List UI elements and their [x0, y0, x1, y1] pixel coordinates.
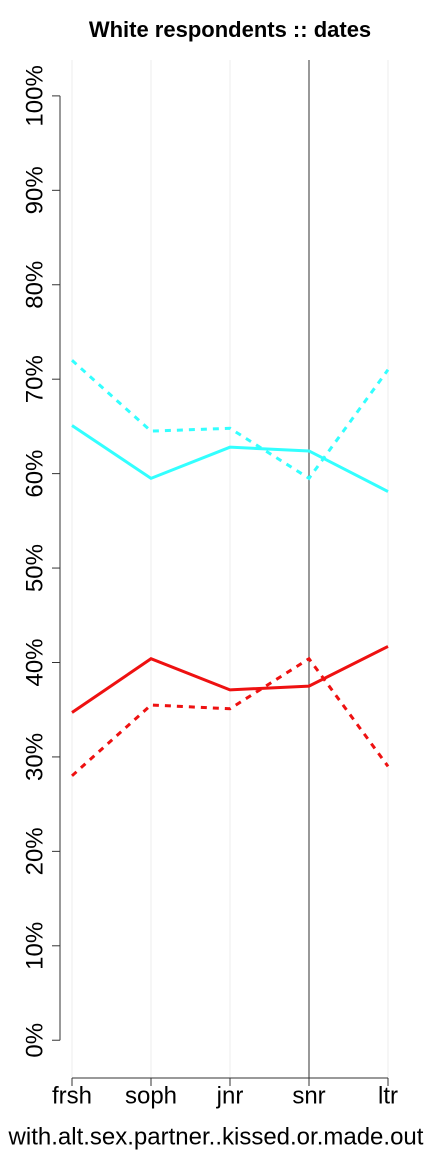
y-tick-label: 60%	[21, 450, 48, 498]
y-tick-label: 0%	[21, 1023, 48, 1058]
x-axis-label: with.alt.sex.partner..kissed.or.made.out	[8, 1123, 424, 1150]
x-tick-label: ltr	[378, 1082, 398, 1109]
x-tick-label: soph	[125, 1082, 177, 1109]
y-tick-label: 50%	[21, 544, 48, 592]
series-line	[71, 645, 389, 714]
x-tick-label: frsh	[52, 1082, 92, 1109]
x-tick-label: snr	[292, 1082, 325, 1109]
series-line	[71, 424, 389, 493]
x-tick-label: jnr	[216, 1082, 244, 1109]
series-line	[70, 359, 390, 481]
y-tick-label: 20%	[21, 827, 48, 875]
y-tick-label: 90%	[21, 166, 48, 214]
series-line	[70, 656, 390, 777]
y-tick-label: 70%	[21, 355, 48, 403]
y-tick-label: 30%	[21, 733, 48, 781]
y-tick-label: 100%	[21, 65, 48, 126]
y-tick-label: 40%	[21, 638, 48, 686]
y-tick-label: 10%	[21, 922, 48, 970]
chart-title: White respondents :: dates	[89, 17, 371, 42]
y-tick-label: 80%	[21, 261, 48, 309]
